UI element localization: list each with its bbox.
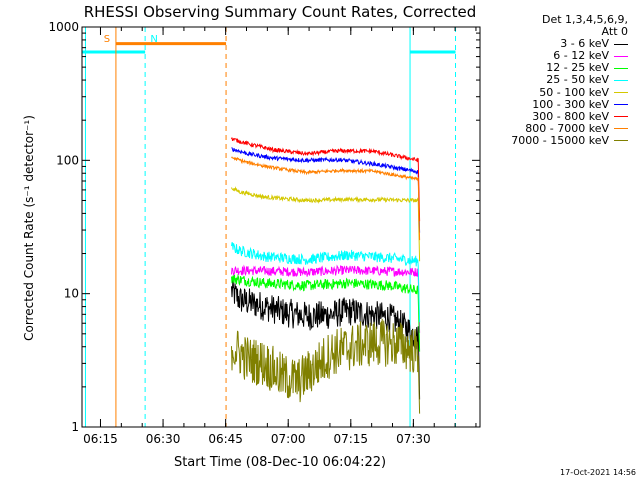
legend-entry-label: 25 - 50 keV xyxy=(546,73,609,87)
legend-header-attenuator: Att 0 xyxy=(601,25,628,39)
legend-entry-label: 100 - 300 keV xyxy=(532,97,609,111)
x-tick-label: 07:00 xyxy=(271,432,306,446)
legend-entry: 6 - 12 keV xyxy=(511,50,628,62)
legend-swatch xyxy=(614,92,628,94)
x-tick-label: 07:30 xyxy=(396,432,431,446)
legend-swatch xyxy=(614,140,628,142)
x-axis-label: Start Time (08-Dec-10 06:04:22) xyxy=(174,455,386,470)
chart-title: RHESSI Observing Summary Count Rates, Co… xyxy=(84,3,477,21)
legend-entry-label: 6 - 12 keV xyxy=(553,49,609,63)
series-line xyxy=(231,277,421,400)
x-tick-label: 06:15 xyxy=(83,432,118,446)
legend-entry: 300 - 800 keV xyxy=(511,109,628,123)
legend-swatch xyxy=(614,43,628,45)
series-line xyxy=(231,186,421,262)
x-tick-label: 06:45 xyxy=(208,432,243,446)
timestamp: 17-Oct-2021 14:56 xyxy=(560,468,636,477)
flag-marker-label: S xyxy=(104,34,110,45)
legend-entry-label: 12 - 25 keV xyxy=(546,61,609,75)
y-tick-label: 100 xyxy=(56,153,79,167)
plot-frame xyxy=(81,26,481,428)
legend-entry: 100 - 300 keV xyxy=(511,97,628,111)
legend-entry: 50 - 100 keV xyxy=(511,85,628,99)
series-line xyxy=(231,137,421,222)
y-axis-label: Corrected Count Rate (s⁻¹ detector⁻¹) xyxy=(22,115,36,341)
legend-entry-label: 7000 - 15000 keV xyxy=(511,133,609,147)
tick-layer: 1 10 100 1000 06:15 06:30 06:45 07:00 07:15 07:30 xyxy=(48,20,480,446)
legend-entry: 25 - 50 keV xyxy=(511,74,628,86)
legend: Det 1,3,4,5,6,9, Att 0 3 - 6 keV 6 - 12 k… xyxy=(511,13,628,147)
series-line xyxy=(231,156,421,241)
y-tick-label: 1000 xyxy=(48,20,79,34)
legend-entry: 7000 - 15000 keV xyxy=(511,133,628,147)
x-tick-label: 06:30 xyxy=(146,432,181,446)
series-line xyxy=(231,147,421,233)
x-tick-label: 07:15 xyxy=(333,432,368,446)
legend-swatch xyxy=(614,67,628,69)
legend-swatch xyxy=(614,128,628,130)
legend-entry: 3 - 6 keV xyxy=(511,38,628,50)
series-layer xyxy=(231,137,421,414)
flag-marker-label: N xyxy=(150,34,157,45)
legend-entry-label: 800 - 7000 keV xyxy=(525,121,609,135)
legend-entry: 12 - 25 keV xyxy=(511,62,628,74)
y-tick-label: 1 xyxy=(71,420,79,434)
series-line xyxy=(231,273,421,352)
y-tick-label: 10 xyxy=(64,287,79,301)
legend-entry: 800 - 7000 keV xyxy=(511,121,628,135)
series-line xyxy=(231,242,421,323)
legend-swatch xyxy=(614,104,628,106)
legend-entry-label: 300 - 800 keV xyxy=(532,109,609,123)
legend-swatch xyxy=(614,55,628,57)
legend-entry-label: 3 - 6 keV xyxy=(560,37,609,51)
series-line xyxy=(231,264,421,333)
legend-swatch xyxy=(614,80,628,82)
legend-swatch xyxy=(614,116,628,118)
series-line xyxy=(231,318,421,414)
legend-header-detectors: Det 1,3,4,5,6,9, xyxy=(541,13,628,26)
legend-entry-label: 50 - 100 keV xyxy=(539,85,609,99)
